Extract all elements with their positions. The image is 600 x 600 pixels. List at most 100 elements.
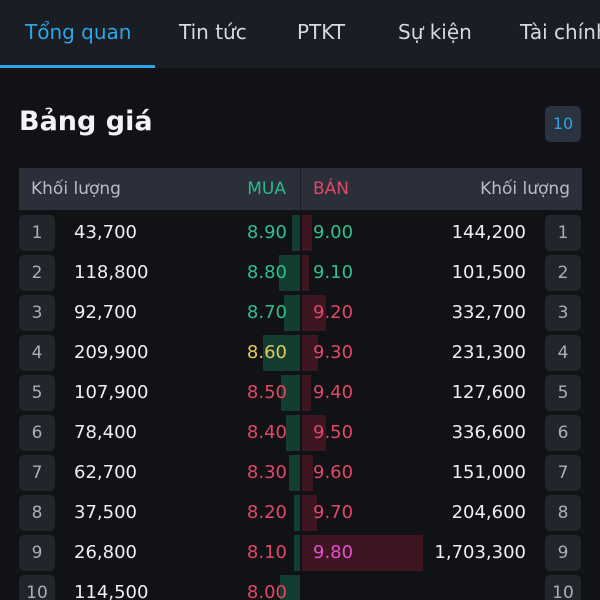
- order-book-row[interactable]: 4 209,900 8.60 9.30 231,300 4: [0, 334, 600, 372]
- order-book-row[interactable]: 10 114,500 8.00 10: [0, 574, 600, 600]
- sell-price[interactable]: 9.40: [313, 382, 354, 403]
- row-index-left: 5: [19, 375, 55, 411]
- buy-volume-bar: [284, 295, 300, 331]
- row-index-left: 4: [19, 335, 55, 371]
- buy-volume: 78,400: [74, 422, 137, 443]
- tab-news[interactable]: Tin tức: [179, 20, 247, 44]
- sell-volume: 151,000: [451, 462, 526, 483]
- row-index-right: 1: [545, 215, 581, 251]
- sell-volume-header: Khối lượng: [480, 179, 570, 199]
- order-book-row[interactable]: 6 78,400 8.40 9.50 336,600 6: [0, 414, 600, 452]
- sell-volume-bar: [302, 535, 423, 571]
- sell-volume: 204,600: [451, 502, 526, 523]
- buy-volume-bar: [286, 415, 300, 451]
- sell-price[interactable]: 9.80: [313, 542, 354, 563]
- order-book-row[interactable]: 9 26,800 8.10 9.80 1,703,300 9: [0, 534, 600, 572]
- buy-price[interactable]: 8.20: [246, 502, 287, 523]
- buy-price[interactable]: 8.70: [246, 302, 287, 323]
- buy-price[interactable]: 8.60: [246, 342, 287, 363]
- row-index-left: 7: [19, 455, 55, 491]
- row-index-left: 8: [19, 495, 55, 531]
- sell-volume-bar: [302, 375, 311, 411]
- sell-header: BÁN: [313, 179, 350, 199]
- buy-volume-bar: [280, 575, 300, 600]
- sell-volume-bar: [302, 215, 312, 251]
- row-index-left: 2: [19, 255, 55, 291]
- buy-volume: 62,700: [74, 462, 137, 483]
- row-index-right: 8: [545, 495, 581, 531]
- buy-volume: 209,900: [74, 342, 149, 363]
- buy-volume: 92,700: [74, 302, 137, 323]
- sell-price[interactable]: 9.00: [313, 222, 354, 243]
- order-book-row[interactable]: 5 107,900 8.50 9.40 127,600 5: [0, 374, 600, 412]
- buy-price[interactable]: 8.80: [246, 262, 287, 283]
- buy-price[interactable]: 8.30: [246, 462, 287, 483]
- row-index-right: 3: [545, 295, 581, 331]
- sell-price[interactable]: 9.60: [313, 462, 354, 483]
- tab-financials[interactable]: Tài chính: [520, 20, 600, 44]
- sell-price[interactable]: 9.30: [313, 342, 354, 363]
- row-index-left: 9: [19, 535, 55, 571]
- buy-volume-bar: [294, 495, 300, 531]
- depth-selector-button[interactable]: 10: [545, 106, 581, 142]
- row-index-right: 5: [545, 375, 581, 411]
- order-book-row[interactable]: 3 92,700 8.70 9.20 332,700 3: [0, 294, 600, 332]
- row-index-left: 10: [19, 575, 55, 600]
- buy-volume: 37,500: [74, 502, 137, 523]
- buy-volume: 118,800: [74, 262, 149, 283]
- buy-volume: 43,700: [74, 222, 137, 243]
- header-divider: [300, 168, 301, 210]
- buy-volume: 107,900: [74, 382, 149, 403]
- row-index-right: 9: [545, 535, 581, 571]
- buy-price[interactable]: 8.90: [246, 222, 287, 243]
- sell-volume-bar: [302, 415, 326, 451]
- sell-volume-bar: [302, 255, 309, 291]
- buy-volume: 114,500: [74, 582, 149, 600]
- row-index-left: 1: [19, 215, 55, 251]
- row-index-left: 6: [19, 415, 55, 451]
- buy-price[interactable]: 8.00: [246, 582, 287, 600]
- sell-volume: 127,600: [451, 382, 526, 403]
- sell-volume-bar: [302, 455, 313, 491]
- sell-volume-bar: [302, 335, 318, 371]
- sell-volume-bar: [302, 295, 326, 331]
- tab-events[interactable]: Sự kiện: [398, 20, 472, 44]
- row-index-right: 2: [545, 255, 581, 291]
- row-index-right: 10: [545, 575, 581, 600]
- active-tab-indicator: [0, 65, 155, 68]
- buy-volume: 26,800: [74, 542, 137, 563]
- order-book-row[interactable]: 7 62,700 8.30 9.60 151,000 7: [0, 454, 600, 492]
- sell-volume: 332,700: [451, 302, 526, 323]
- page-title: Bảng giá: [19, 106, 153, 137]
- buy-volume-bar: [279, 255, 300, 291]
- row-index-right: 4: [545, 335, 581, 371]
- buy-volume-bar: [281, 375, 300, 411]
- row-index-left: 3: [19, 295, 55, 331]
- buy-volume-bar: [292, 215, 300, 251]
- tab-bar: Tổng quan Tin tức PTKT Sự kiện Tài chính: [0, 0, 600, 68]
- sell-volume: 101,500: [451, 262, 526, 283]
- tab-technical-analysis[interactable]: PTKT: [297, 20, 346, 44]
- order-book-header: Khối lượng MUA BÁN Khối lượng: [19, 168, 582, 210]
- sell-volume: 336,600: [451, 422, 526, 443]
- sell-volume: 1,703,300: [434, 542, 526, 563]
- order-book-row[interactable]: 1 43,700 8.90 9.00 144,200 1: [0, 214, 600, 252]
- sell-price[interactable]: 9.50: [313, 422, 354, 443]
- sell-price[interactable]: 9.20: [313, 302, 354, 323]
- order-book-row[interactable]: 2 118,800 8.80 9.10 101,500 2: [0, 254, 600, 292]
- buy-header: MUA: [247, 179, 286, 199]
- row-index-right: 7: [545, 455, 581, 491]
- buy-price[interactable]: 8.50: [246, 382, 287, 403]
- sell-price[interactable]: 9.10: [313, 262, 354, 283]
- buy-volume-header: Khối lượng: [31, 179, 121, 199]
- buy-price[interactable]: 8.40: [246, 422, 287, 443]
- sell-volume: 144,200: [451, 222, 526, 243]
- sell-volume-bar: [302, 495, 317, 531]
- buy-volume-bar: [263, 335, 300, 371]
- sell-price[interactable]: 9.70: [313, 502, 354, 523]
- row-index-right: 6: [545, 415, 581, 451]
- order-book-row[interactable]: 8 37,500 8.20 9.70 204,600 8: [0, 494, 600, 532]
- buy-volume-bar: [289, 455, 300, 491]
- tab-overview[interactable]: Tổng quan: [25, 20, 132, 44]
- buy-price[interactable]: 8.10: [246, 542, 287, 563]
